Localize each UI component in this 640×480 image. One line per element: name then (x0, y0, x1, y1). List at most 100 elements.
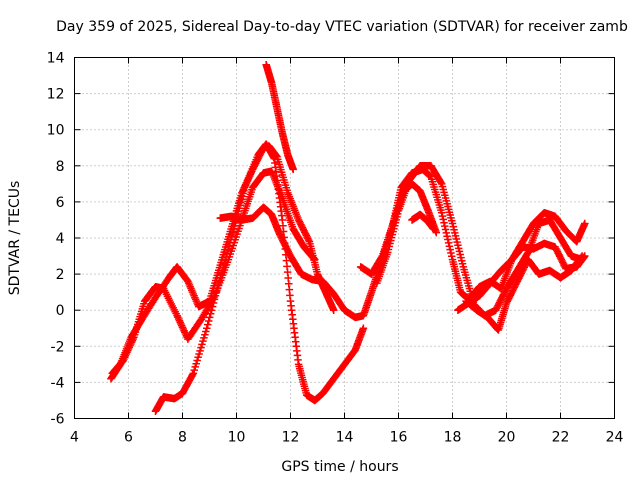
data-point (194, 353, 202, 362)
data-point (386, 239, 394, 248)
data-point (227, 235, 235, 244)
x-tick-label: 8 (178, 430, 187, 446)
data-point (458, 260, 467, 268)
data-point (208, 302, 217, 311)
series-track-i (262, 60, 297, 174)
data-point (192, 359, 200, 368)
x-tick-label: 18 (444, 430, 462, 446)
data-point (437, 208, 446, 217)
data-point (213, 284, 222, 293)
data-point (203, 324, 211, 332)
data-point (220, 260, 228, 268)
y-tick-label: -4 (51, 375, 65, 391)
data-point (193, 356, 201, 365)
data-point (197, 343, 205, 352)
data-point (445, 242, 454, 251)
data-point (329, 306, 338, 314)
data-point (217, 270, 226, 278)
data-point (577, 253, 586, 261)
x-tick-label: 6 (124, 430, 133, 446)
data-point (454, 241, 462, 249)
data-point (232, 233, 240, 241)
data-point (457, 253, 465, 262)
data-point (359, 324, 368, 332)
y-tick-label: 10 (47, 123, 65, 139)
data-point (225, 242, 233, 251)
data-point (210, 295, 219, 304)
data-point (444, 239, 453, 247)
series-track-j (408, 210, 438, 233)
data-point (439, 215, 447, 224)
data-point (453, 238, 461, 246)
data-point (439, 185, 447, 194)
y-tick-label: 12 (47, 87, 65, 103)
x-tick-label: 24 (606, 430, 624, 446)
data-point (385, 242, 393, 251)
data-point (442, 229, 451, 237)
data-point (205, 313, 214, 322)
data-point (223, 249, 231, 258)
x-tick-label: 12 (282, 430, 300, 446)
data-point (286, 291, 294, 300)
data-point (384, 245, 393, 254)
data-point (446, 245, 454, 254)
data-point (387, 233, 396, 242)
data-point (235, 204, 243, 212)
data-point (237, 195, 246, 204)
data-point (440, 219, 448, 227)
data-point (226, 239, 234, 247)
data-point (206, 310, 215, 318)
x-axis-ticks: 4 6 8 10 12 14 16 18 20 22 24 (70, 57, 624, 446)
data-point (383, 248, 392, 257)
data-point (438, 212, 447, 220)
data-point (228, 232, 236, 240)
data-point (200, 334, 208, 342)
data-point (311, 255, 319, 264)
data-point (216, 273, 225, 282)
data-point (234, 227, 242, 236)
data-point (207, 306, 216, 314)
y-axis-ticks: -6 -4 -2 0 2 4 6 8 10 12 14 (47, 51, 615, 428)
data-point (393, 213, 401, 221)
data-point (224, 246, 232, 254)
y-tick-label: 8 (56, 159, 65, 175)
data-point (391, 219, 400, 227)
data-point (211, 292, 220, 300)
data-point (450, 225, 458, 234)
data-point (233, 230, 241, 238)
x-tick-label: 22 (552, 430, 570, 446)
data-point (443, 199, 451, 208)
data-point (283, 262, 291, 271)
data-point (448, 219, 457, 228)
data-point (447, 216, 456, 225)
data-point (190, 366, 199, 374)
data-point (310, 255, 318, 263)
data-point (240, 186, 248, 195)
x-tick-label: 4 (70, 430, 79, 446)
data-point (452, 235, 461, 243)
data-points (107, 60, 589, 416)
data-point (389, 227, 397, 236)
data-point (388, 230, 397, 239)
data-point (198, 340, 206, 349)
data-point (443, 232, 451, 240)
data-point (204, 317, 213, 325)
data-point (239, 189, 247, 198)
data-point (578, 252, 586, 260)
data-point (441, 191, 449, 199)
data-point (429, 225, 438, 233)
data-point (392, 216, 400, 224)
data-point (447, 214, 455, 222)
data-point (444, 235, 452, 244)
data-point (229, 228, 237, 237)
data-point (454, 244, 463, 253)
data-point (221, 256, 229, 265)
data-point (279, 222, 287, 230)
series-track-c (151, 140, 368, 416)
y-tick-label: 4 (56, 231, 65, 247)
data-point (230, 222, 239, 230)
data-point (282, 256, 291, 265)
data-point (445, 208, 454, 216)
data-point (202, 327, 210, 336)
data-point (230, 225, 238, 233)
